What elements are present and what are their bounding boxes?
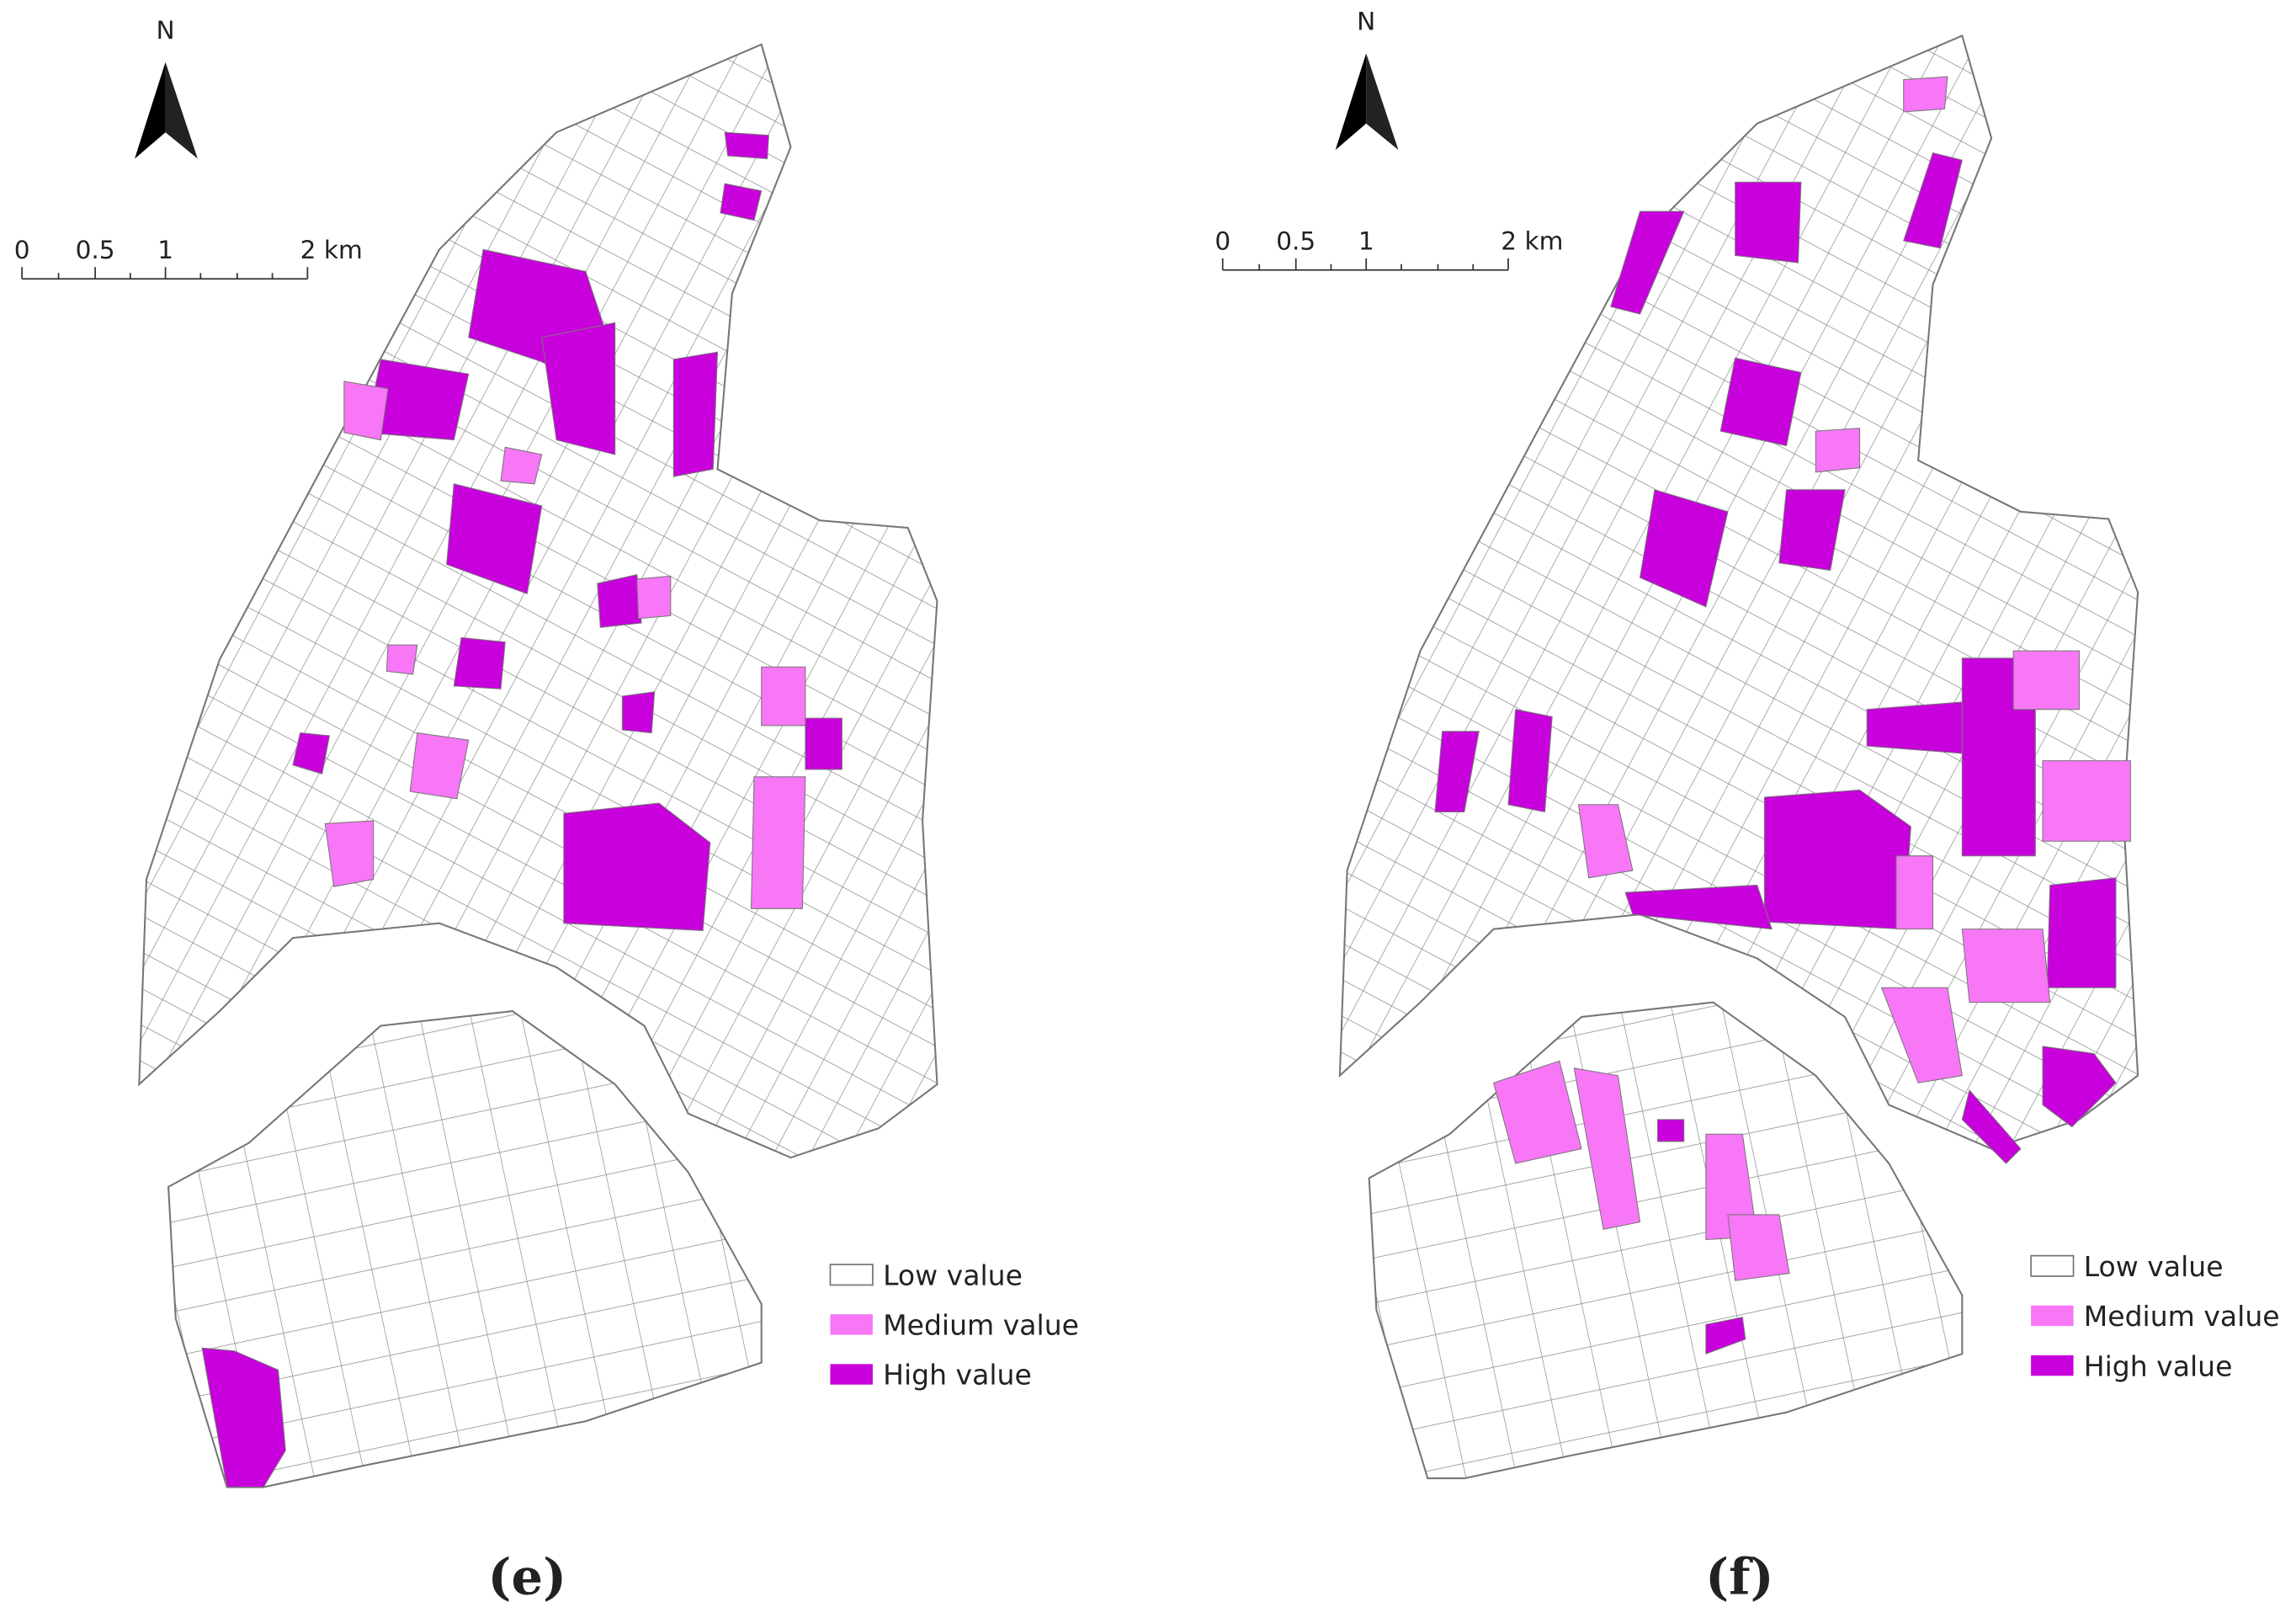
legend-swatch [2031,1355,2074,1376]
panel-f: N 0 0.5 1 2 km Low value Medium value Hi… [1214,7,2279,1605]
legend-label: Low value [883,1259,1023,1291]
legend-swatch [829,1264,874,1286]
north-label: N [1357,7,1375,35]
north-label: N [157,16,175,45]
legend-swatch [830,1364,873,1385]
legend-label: Medium value [2084,1300,2280,1333]
north-arrow [165,61,198,159]
scale-bar [21,267,309,280]
scale-label: 0.5 [76,236,115,264]
scale-label: 1 [157,236,173,264]
scale-label: 0 [1214,226,1230,255]
panel-caption: (f) [1705,1547,1773,1606]
legend-label: Low value [2084,1250,2224,1283]
legend-label: High value [2084,1349,2233,1382]
medium-blocks [324,381,806,909]
north-arrow [135,61,166,159]
scale-bar [1221,258,1509,271]
high-blocks [201,131,842,1488]
scale-label: 0 [14,236,30,264]
scale-label: 0.5 [1276,226,1315,255]
legend-swatch [2030,1254,2075,1277]
map-upper [138,43,938,1159]
legend-swatch [830,1314,873,1335]
north-arrow [1366,53,1399,151]
medium-blocks [1492,76,2131,1281]
north-arrow [1335,53,1367,151]
legend-label: High value [883,1359,1032,1392]
scale-label: 2 km [300,236,363,264]
panel-e: N 0 0.5 1 2 km Low value Medium value Hi… [14,16,1079,1606]
legend-swatch [2031,1305,2074,1327]
scale-label: 1 [1358,226,1374,255]
scale-label: 2 km [1501,226,1563,255]
panel-caption: (e) [488,1547,567,1606]
legend-label: Medium value [883,1309,1079,1342]
